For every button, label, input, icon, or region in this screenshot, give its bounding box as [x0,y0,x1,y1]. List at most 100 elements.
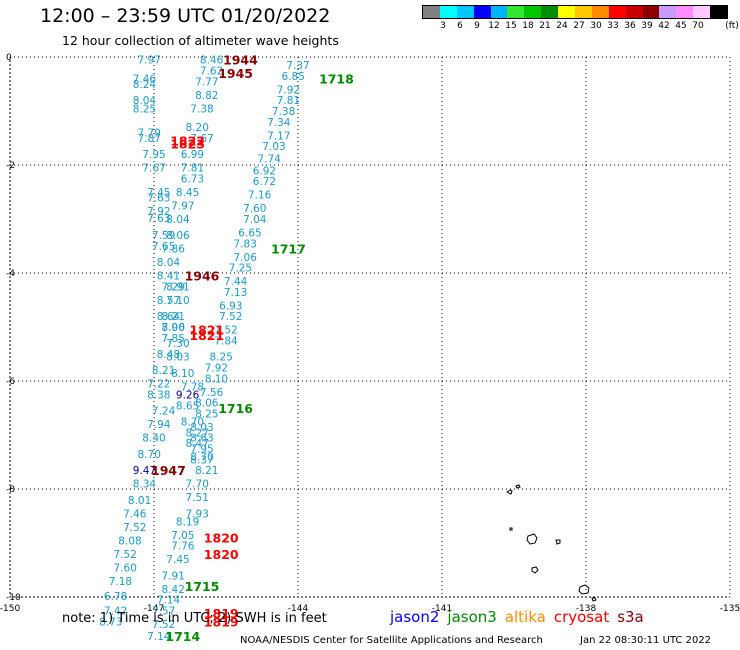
swh-value: 8.64 [157,311,181,323]
swh-value: 7.56 [200,387,224,399]
swh-value: 7.85 [162,333,185,345]
swh-value: 7.52 [123,522,146,534]
pass-time-label: 1944 [223,53,258,68]
swh-value: 6.72 [253,176,276,188]
swh-value: 7.24 [152,406,176,418]
swh-value: 8.70 [138,449,161,461]
color-scale-labels: 3 6 9 12 15 18 21 24 27 30 33 36 39 42 45 70 (ft) [422,21,739,33]
swh-value: 7.86 [162,244,186,256]
color-scale-label: 27 [573,21,585,31]
swh-value: 7.29 [162,282,185,294]
swh-value: 7.42 [104,606,127,618]
swh-value: 7.06 [234,252,258,264]
pass-time-label: 1716 [218,401,253,416]
lat-tick-label: -10 [6,593,21,603]
swh-value: 7.97 [171,201,194,213]
generation-timestamp: Jan 22 08:30:11 UTC 2022 [580,635,712,646]
swh-value: 6.78 [104,591,127,603]
swh-value: 9.47 [133,465,156,477]
swh-value: 8.03 [166,352,189,364]
swh-value: 7.91 [162,570,185,582]
lat-tick-label: 0 [6,53,12,63]
island-outline [526,533,538,545]
swh-value: 7.67 [142,163,165,175]
swh-value: 8.03 [190,422,213,434]
pass-time-label: 1823 [170,136,205,151]
swh-value: 7.92 [205,363,228,375]
swh-value: 8.10 [205,373,228,385]
color-swatch [507,6,525,18]
swh-value: 7.38 [272,106,295,118]
swh-value: 8.19 [176,516,199,528]
pass-time-label: 1819 [204,614,239,629]
color-scale-label: 6 [457,21,463,31]
swh-value: 7.74 [258,154,282,166]
swh-value: 7.60 [243,203,266,215]
color-swatch [625,6,643,18]
swh-value: 7.79 [138,128,161,140]
island-outline [515,484,521,489]
swh-value: 7.45 [147,187,170,199]
lat-tick-label: -6 [6,377,15,387]
lat-tick-label: -2 [6,161,15,171]
swh-value: 7.51 [186,492,209,504]
satellite-label: altika [504,608,546,626]
swh-value: 7.87 [138,133,161,145]
swh-value: 7.95 [190,444,213,456]
swh-value: 7.44 [224,276,248,288]
swh-value: 7.84 [214,336,238,348]
swh-value: 7.77 [195,76,218,88]
pass-time-label: 1947 [151,463,186,478]
swh-value: 8.65 [176,400,199,412]
pass-time-label: 1820 [204,531,239,546]
swh-value: 7.96 [162,322,186,334]
lat-tick-label: -8 [6,485,15,495]
island-outline [555,539,561,545]
color-scale-label: 15 [505,21,517,31]
color-scale-label: 42 [658,21,670,31]
page-subtitle: 12 hour collection of altimeter wave hei… [62,33,339,48]
swh-value: 8.73 [99,616,122,628]
swh-value: 7.17 [267,130,290,142]
swh-value: 8.48 [157,349,180,361]
swh-value: 6.73 [181,174,204,186]
swh-value: 6.65 [238,228,261,240]
swh-value: 8.06 [166,230,190,242]
swh-value: 7.63 [147,213,170,225]
swh-value: 7.81 [181,163,204,175]
swh-value: 7.93 [186,508,209,520]
swh-value: 7.97 [138,55,161,67]
swh-value: 7.52 [219,311,242,323]
color-scale-unit: (ft) [725,21,739,31]
color-scale-label: 24 [556,21,568,31]
satellite-label: jason2 [390,608,440,626]
swh-value: 8.57 [157,295,180,307]
color-swatch [693,6,711,18]
swh-value: 7.14 [147,631,171,643]
swh-value: 8.21 [152,365,175,377]
swh-values: 7.977.468.248.048.257.797.877.957.677.45… [99,55,310,643]
swh-value: 7.34 [267,117,291,129]
swh-value: 7.65 [152,241,175,253]
swh-value: 8.06 [195,398,219,410]
swh-value: 8.01 [128,495,151,507]
lon-tick-label: -135 [720,604,740,614]
swh-value: 9.26 [176,390,200,402]
swh-value: 7.63 [147,192,170,204]
swh-value: 7.13 [224,287,247,299]
footnote: note: 1) Time is in UTC; 2) SWH is in fe… [62,611,327,626]
swh-value: 7.81 [277,95,300,107]
swh-value: 8.63 [190,433,213,445]
color-swatch [524,6,542,18]
swh-value: 7.78 [181,381,204,393]
color-swatch [591,6,609,18]
swh-value: 8.20 [186,122,209,134]
swh-value: 8.38 [147,390,170,402]
color-scale-label: 21 [539,21,551,31]
swh-value: 8.34 [133,479,157,491]
swh-value: 7.94 [147,419,171,431]
swh-value: 7.92 [277,84,300,96]
color-swatch [659,6,677,18]
